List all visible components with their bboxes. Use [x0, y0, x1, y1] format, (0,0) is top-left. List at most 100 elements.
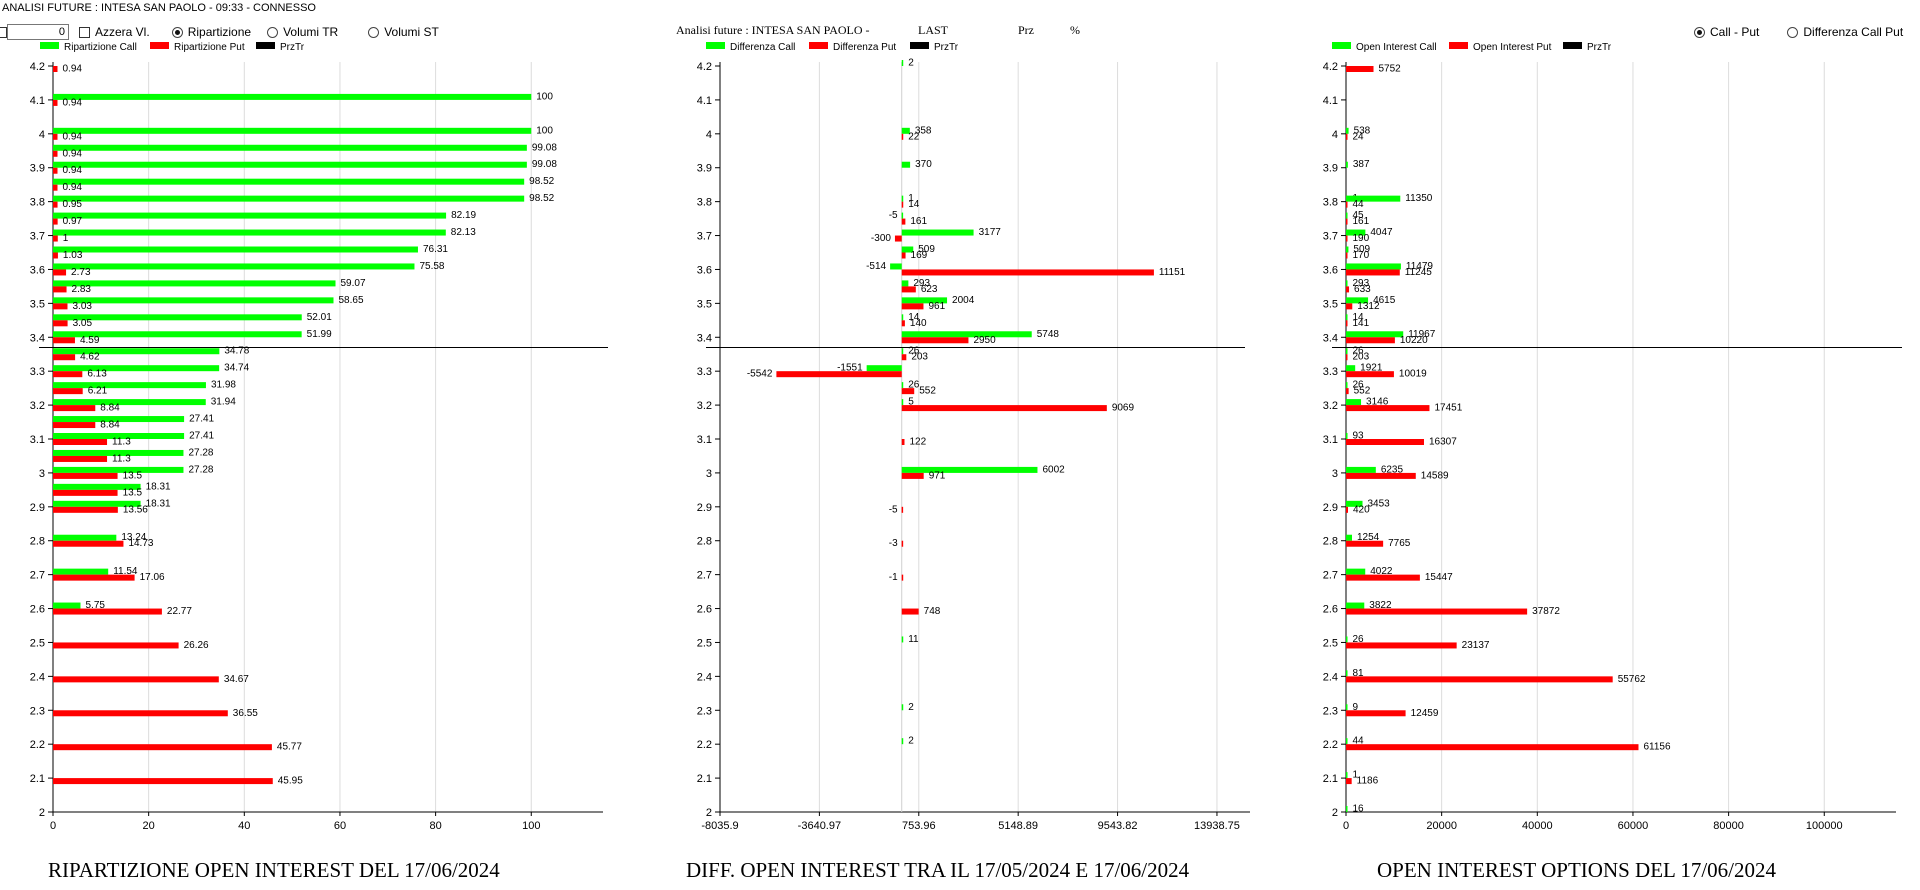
put-value-label: 17.06	[140, 572, 165, 583]
legend-swatch	[1563, 42, 1582, 49]
call-bar	[901, 399, 904, 406]
y-tick-label: 4.1	[697, 95, 712, 107]
put-value-label: 34.67	[224, 674, 249, 685]
legend-label: PrzTr	[280, 42, 305, 53]
put-value-label: 11151	[1159, 267, 1186, 278]
call-value-label: 5748	[1037, 329, 1060, 340]
put-value-label: 2950	[973, 335, 996, 346]
call-value-label: 3177	[979, 227, 1002, 238]
put-value-label: 17451	[1434, 403, 1462, 414]
radio-volumi-st-label: Volumi ST	[384, 25, 439, 39]
put-bar	[1346, 269, 1400, 276]
put-value-label: 0.94	[62, 165, 82, 176]
call-value-label: 82.13	[451, 227, 476, 238]
call-value-label: 11	[908, 634, 919, 645]
call-value-label: 26	[1353, 346, 1365, 357]
call-bar	[1346, 212, 1348, 219]
x-tick-label: 0	[50, 820, 56, 832]
radio-volumi-st-circle[interactable]	[368, 26, 380, 38]
call-value-label: 11350	[1405, 193, 1433, 204]
azzera-checkbox-option[interactable]: Azzera Vl.	[79, 25, 150, 39]
call-bar	[1346, 195, 1401, 202]
y-tick-label: 2.6	[1323, 604, 1338, 616]
call-value-label: 293	[1353, 278, 1370, 289]
left-toolbar: Azzera Vl. Ripartizione Volumi TR Volumi…	[0, 23, 439, 41]
call-value-label: 13.24	[121, 532, 146, 543]
radio-volumi-tr[interactable]: Volumi TR	[267, 25, 338, 39]
radio-call-put-circle[interactable]	[1694, 26, 1705, 38]
y-tick-label: 2.9	[1323, 502, 1338, 514]
put-bar	[901, 337, 969, 344]
call-value-label: 27.41	[189, 414, 214, 425]
put-bar	[901, 320, 905, 327]
call-bar	[1346, 399, 1362, 406]
put-value-label: 45.77	[277, 742, 302, 753]
call-bar	[901, 280, 909, 287]
put-bar	[1346, 676, 1613, 683]
y-tick-label: 3.5	[697, 298, 712, 310]
call-bar	[53, 466, 184, 473]
put-bar	[1346, 778, 1352, 785]
put-bar	[894, 235, 902, 242]
call-value-label: 18.31	[146, 481, 171, 492]
middle-header-last: LAST	[918, 23, 948, 37]
call-bar	[53, 280, 336, 287]
radio-ripartizione[interactable]: Ripartizione	[171, 25, 251, 39]
azzera-checkbox[interactable]	[79, 26, 90, 38]
put-value-label: 3.05	[73, 318, 93, 329]
y-tick-label: 2.5	[30, 637, 45, 649]
chart-1-legend: Ripartizione Call Ripartizione Put PrzTr	[40, 42, 305, 53]
radio-volumi-tr-circle[interactable]	[267, 26, 279, 38]
radio-differenza-call-put[interactable]: Differenza Call Put	[1787, 25, 1903, 39]
put-value-label: 0.95	[63, 199, 83, 210]
put-value-label: 13.56	[123, 504, 148, 515]
put-value-label: 22	[908, 131, 920, 142]
left-edge-checkbox[interactable]	[0, 26, 7, 38]
call-bar	[53, 331, 302, 338]
call-value-label: 99.08	[532, 159, 557, 170]
put-value-label: -5542	[747, 369, 773, 380]
call-value-label: 27.41	[189, 431, 214, 442]
x-tick-label: 753.96	[902, 820, 936, 832]
call-value-label: 81	[1353, 668, 1365, 679]
call-bar	[901, 195, 904, 202]
radio-ripartizione-circle[interactable]	[171, 26, 183, 38]
put-value-label: 4.59	[80, 335, 100, 346]
put-value-label: 0.97	[63, 216, 83, 227]
value-input[interactable]	[7, 24, 69, 40]
put-bar	[1346, 354, 1348, 361]
put-bar	[53, 252, 58, 259]
call-value-label: 58.65	[339, 295, 364, 306]
put-bar	[53, 642, 179, 649]
put-bar	[53, 167, 58, 174]
radio-call-put[interactable]: Call - Put	[1694, 25, 1759, 39]
call-value-label: 31.98	[211, 380, 236, 391]
put-value-label: 971	[929, 470, 946, 481]
put-value-label: 5752	[1379, 64, 1402, 75]
put-value-label: 552	[1354, 386, 1371, 397]
call-value-label: 1	[1353, 770, 1359, 781]
put-value-label: 203	[911, 352, 928, 363]
y-tick-label: 2.1	[30, 773, 45, 785]
call-bar	[53, 144, 527, 151]
put-value-label: -1	[889, 572, 898, 583]
x-tick-label: 9543.82	[1098, 820, 1138, 832]
chart-2: -8035.9 -3640.97 753.96 5148.89 9543.82 13938…	[697, 42, 1250, 832]
put-value-label: 4.62	[80, 352, 100, 363]
call-bar	[53, 229, 446, 236]
put-bar	[901, 218, 906, 225]
put-value-label: 161	[910, 216, 927, 227]
y-tick-label: 3.6	[697, 264, 712, 276]
put-bar	[53, 133, 58, 140]
call-value-label: 98.52	[529, 176, 554, 187]
radio-differenza-call-put-circle[interactable]	[1787, 26, 1799, 38]
put-value-label: 15447	[1425, 572, 1453, 583]
y-tick-label: 2.3	[1323, 705, 1338, 717]
call-value-label: 51.99	[307, 329, 332, 340]
y-tick-label: 2.3	[30, 705, 45, 717]
y-tick-label: 2.5	[1323, 637, 1338, 649]
put-bar	[1346, 133, 1348, 140]
radio-volumi-st[interactable]: Volumi ST	[368, 25, 439, 39]
put-value-label: 26.26	[184, 640, 209, 651]
right-toolbar: Call - Put Differenza Call Put	[1694, 23, 1903, 41]
